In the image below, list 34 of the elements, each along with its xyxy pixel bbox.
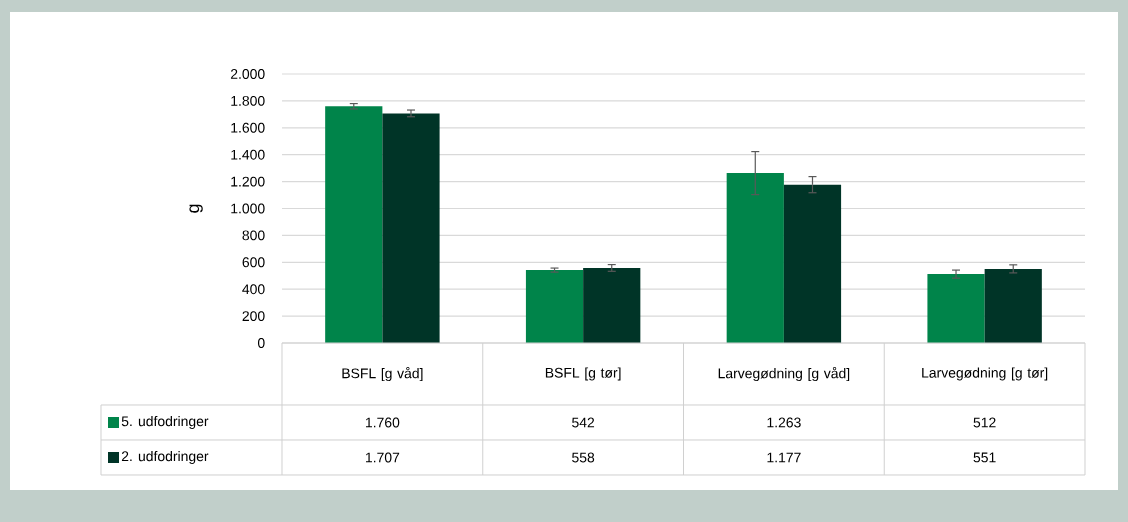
- data-label: 542: [572, 417, 595, 428]
- bar: [583, 267, 641, 343]
- y-tick-label: 1.000: [231, 203, 265, 214]
- legend-label: 2. udfodringer: [121, 450, 209, 464]
- data-label: 1.707: [366, 452, 400, 463]
- y-tick-label: 1.600: [231, 122, 265, 133]
- y-tick-label: 2.000: [230, 69, 265, 79]
- y-axis-title: g: [189, 204, 203, 213]
- x-tick-label: BSFL [g våd]: [342, 366, 423, 382]
- y-tick-label: 200: [242, 311, 265, 322]
- y-tick-label: 800: [242, 230, 265, 241]
- data-label: 558: [572, 452, 595, 463]
- legend-label: 5. udfodringer: [121, 415, 209, 429]
- bar: [525, 270, 584, 343]
- x-tick-label: Larvegødning [g våd]: [718, 366, 850, 382]
- y-tick-label: 0: [257, 338, 265, 348]
- data-label: 1.177: [767, 452, 801, 463]
- bar: [783, 184, 842, 343]
- bar: [325, 106, 383, 343]
- y-tick-label: 600: [242, 257, 265, 268]
- x-tick-label: BSFL [g tør]: [545, 367, 621, 381]
- bar: [726, 173, 784, 343]
- bar: [382, 113, 440, 343]
- y-tick-label: 1.400: [231, 149, 265, 160]
- data-label: 1.263: [767, 417, 801, 428]
- bar: [984, 268, 1042, 343]
- data-label: 512: [973, 417, 996, 428]
- data-label: 551: [973, 452, 996, 463]
- data-label: 1.760: [366, 417, 400, 428]
- x-tick-label: Larvegødning [g tør]: [922, 367, 1048, 381]
- y-tick-label: 1.200: [231, 176, 265, 187]
- y-tick-label: 400: [242, 284, 265, 295]
- y-tick-label: 1.800: [231, 95, 265, 106]
- bar: [927, 274, 985, 343]
